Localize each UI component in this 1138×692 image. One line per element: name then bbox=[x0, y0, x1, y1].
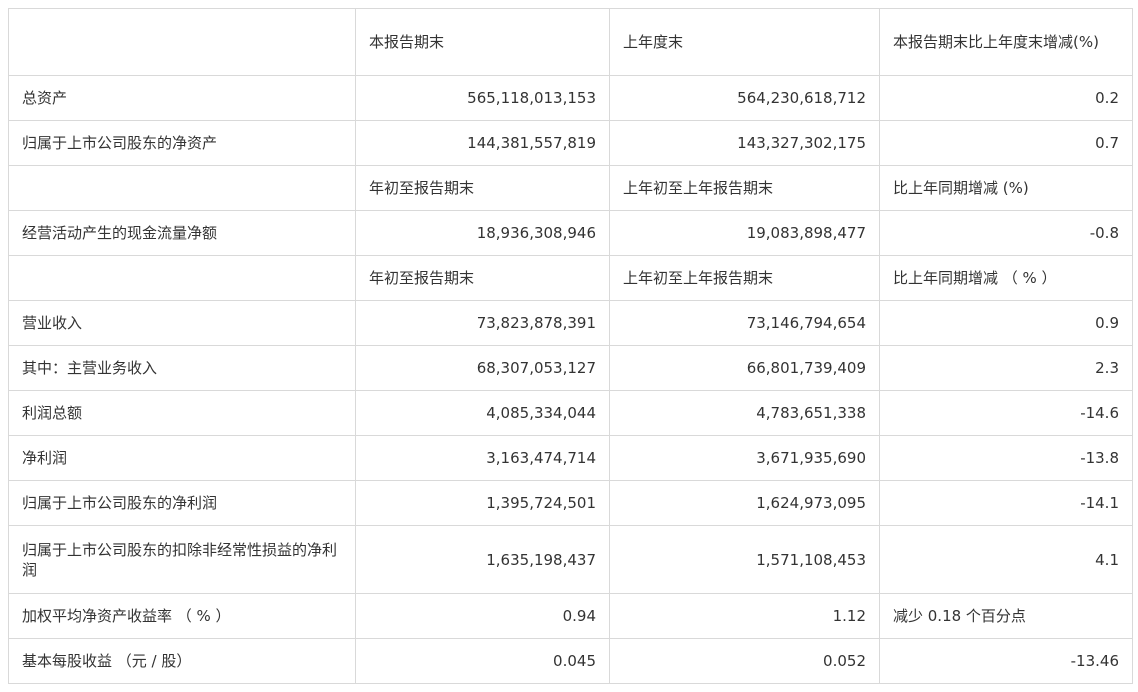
table-row-net-profit: 净利润 3,163,474,714 3,671,935,690 -13.8 bbox=[8, 435, 1133, 481]
current-value: 0.94 bbox=[355, 593, 610, 639]
change-value: -14.6 bbox=[879, 390, 1133, 436]
table-row-basic-eps: 基本每股收益 （元 / 股） 0.045 0.052 -13.46 bbox=[8, 638, 1133, 684]
row-label: 总资产 bbox=[8, 75, 356, 121]
table-row-weighted-roe: 加权平均净资产收益率 （ % ） 0.94 1.12 减少 0.18 个百分点 bbox=[8, 593, 1133, 639]
header-ytd: 年初至报告期末 bbox=[355, 255, 610, 301]
prior-value: 143,327,302,175 bbox=[609, 120, 880, 166]
change-value: 0.2 bbox=[879, 75, 1133, 121]
row-label: 归属于上市公司股东的扣除非经常性损益的净利润 bbox=[8, 525, 356, 594]
change-value: 2.3 bbox=[879, 345, 1133, 391]
prior-value: 0.052 bbox=[609, 638, 880, 684]
change-value: 0.9 bbox=[879, 300, 1133, 346]
table-row-net-assets: 归属于上市公司股东的净资产 144,381,557,819 143,327,30… bbox=[8, 120, 1133, 166]
row-label: 其中：主营业务收入 bbox=[8, 345, 356, 391]
change-value: -14.1 bbox=[879, 480, 1133, 526]
change-value: -13.8 bbox=[879, 435, 1133, 481]
header-empty-cell bbox=[8, 255, 356, 301]
row-label: 基本每股收益 （元 / 股） bbox=[8, 638, 356, 684]
current-value: 18,936,308,946 bbox=[355, 210, 610, 256]
table-row-adjusted-net-profit: 归属于上市公司股东的扣除非经常性损益的净利润 1,635,198,437 1,5… bbox=[8, 525, 1133, 594]
financial-summary-table: 本报告期末 上年度末 本报告期末比上年度末增减(%) 总资产 565,118,0… bbox=[8, 8, 1133, 684]
row-label: 营业收入 bbox=[8, 300, 356, 346]
change-value: -0.8 bbox=[879, 210, 1133, 256]
table-row-operating-revenue: 营业收入 73,823,878,391 73,146,794,654 0.9 bbox=[8, 300, 1133, 346]
table-row-total-assets: 总资产 565,118,013,153 564,230,618,712 0.2 bbox=[8, 75, 1133, 121]
prior-value: 3,671,935,690 bbox=[609, 435, 880, 481]
header-prior-year-end: 上年度末 bbox=[609, 8, 880, 76]
header-row-ytd-cashflow: 年初至报告期末 上年初至上年报告期末 比上年同期增减 (%) bbox=[8, 165, 1133, 211]
current-value: 73,823,878,391 bbox=[355, 300, 610, 346]
header-prior-ytd: 上年初至上年报告期末 bbox=[609, 165, 880, 211]
prior-value: 1.12 bbox=[609, 593, 880, 639]
row-label: 归属于上市公司股东的净资产 bbox=[8, 120, 356, 166]
prior-value: 564,230,618,712 bbox=[609, 75, 880, 121]
current-value: 68,307,053,127 bbox=[355, 345, 610, 391]
row-label: 经营活动产生的现金流量净额 bbox=[8, 210, 356, 256]
header-current-period-end: 本报告期末 bbox=[355, 8, 610, 76]
current-value: 1,395,724,501 bbox=[355, 480, 610, 526]
current-value: 3,163,474,714 bbox=[355, 435, 610, 481]
current-value: 565,118,013,153 bbox=[355, 75, 610, 121]
prior-value: 73,146,794,654 bbox=[609, 300, 880, 346]
change-value: 减少 0.18 个百分点 bbox=[879, 593, 1133, 639]
table-row-attributable-net-profit: 归属于上市公司股东的净利润 1,395,724,501 1,624,973,09… bbox=[8, 480, 1133, 526]
current-value: 1,635,198,437 bbox=[355, 525, 610, 594]
header-row-period-end: 本报告期末 上年度末 本报告期末比上年度末增减(%) bbox=[8, 8, 1133, 76]
prior-value: 1,571,108,453 bbox=[609, 525, 880, 594]
header-prior-ytd: 上年初至上年报告期末 bbox=[609, 255, 880, 301]
header-empty-cell bbox=[8, 165, 356, 211]
header-yoy-change: 比上年同期增减 （ % ） bbox=[879, 255, 1133, 301]
financial-table-container: 本报告期末 上年度末 本报告期末比上年度末增减(%) 总资产 565,118,0… bbox=[8, 8, 1133, 684]
prior-value: 19,083,898,477 bbox=[609, 210, 880, 256]
header-empty-cell bbox=[8, 8, 356, 76]
row-label: 利润总额 bbox=[8, 390, 356, 436]
current-value: 144,381,557,819 bbox=[355, 120, 610, 166]
row-label: 净利润 bbox=[8, 435, 356, 481]
prior-value: 66,801,739,409 bbox=[609, 345, 880, 391]
change-value: 4.1 bbox=[879, 525, 1133, 594]
table-row-total-profit: 利润总额 4,085,334,044 4,783,651,338 -14.6 bbox=[8, 390, 1133, 436]
change-value: 0.7 bbox=[879, 120, 1133, 166]
row-label: 加权平均净资产收益率 （ % ） bbox=[8, 593, 356, 639]
table-row-operating-cashflow: 经营活动产生的现金流量净额 18,936,308,946 19,083,898,… bbox=[8, 210, 1133, 256]
header-yoy-change: 比上年同期增减 (%) bbox=[879, 165, 1133, 211]
row-label: 归属于上市公司股东的净利润 bbox=[8, 480, 356, 526]
current-value: 4,085,334,044 bbox=[355, 390, 610, 436]
header-change-percent: 本报告期末比上年度末增减(%) bbox=[879, 8, 1133, 76]
change-value: -13.46 bbox=[879, 638, 1133, 684]
current-value: 0.045 bbox=[355, 638, 610, 684]
table-row-main-business-revenue: 其中：主营业务收入 68,307,053,127 66,801,739,409 … bbox=[8, 345, 1133, 391]
header-ytd: 年初至报告期末 bbox=[355, 165, 610, 211]
prior-value: 4,783,651,338 bbox=[609, 390, 880, 436]
header-row-ytd-income: 年初至报告期末 上年初至上年报告期末 比上年同期增减 （ % ） bbox=[8, 255, 1133, 301]
prior-value: 1,624,973,095 bbox=[609, 480, 880, 526]
